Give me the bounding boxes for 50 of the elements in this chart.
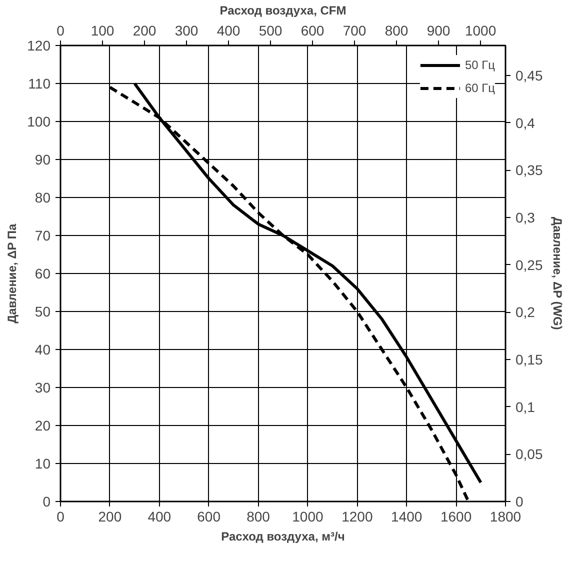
y-tick-label: 10: [34, 456, 51, 472]
y2-tick-label: 0,15: [516, 352, 543, 368]
x-axis-title: Расход воздуха, м³/ч: [221, 530, 345, 544]
x2-tick-label: 1000: [464, 22, 496, 38]
y2-tick-label: 0,35: [516, 162, 543, 178]
y-tick-label: 30: [34, 380, 51, 396]
x-tick-label: 1600: [440, 508, 472, 524]
x2-tick-label: 600: [300, 22, 324, 38]
x-tick-label: 200: [98, 508, 122, 524]
x-tick-label: 400: [148, 508, 172, 524]
y2-tick-label: 0,3: [516, 210, 536, 226]
x2-tick-label: 500: [258, 22, 282, 38]
x2-tick-label: 200: [132, 22, 156, 38]
x2-tick-label: 300: [174, 22, 198, 38]
y-tick-label: 80: [34, 190, 51, 206]
y-tick-label: 0: [42, 494, 51, 510]
y2-tick-label: 0,1: [516, 398, 536, 415]
legend-label: 50 Гц: [464, 58, 495, 72]
y2-tick-label: 0: [516, 494, 524, 510]
x2-tick-label: 900: [426, 22, 450, 38]
y2-tick-label: 0,25: [516, 256, 543, 273]
x-tick-label: 0: [56, 508, 65, 524]
y-tick-label: 120: [27, 38, 51, 54]
legend-label: 60 Гц: [464, 81, 495, 95]
y-tick-label: 20: [34, 418, 51, 434]
y-axis-title: Давление, ΔP Па: [5, 223, 20, 324]
y2-tick-label: 0,4: [516, 114, 536, 131]
x-tick-label: 1200: [342, 508, 373, 524]
x2-tick-label: 0: [56, 22, 65, 38]
y2-axis-title: Давление, ΔP (WG): [550, 216, 565, 330]
y-tick-label: 100: [27, 114, 51, 130]
y-tick-label: 50: [34, 304, 51, 320]
x2-tick-label: 800: [384, 22, 408, 38]
x2-tick-label: 700: [342, 22, 366, 38]
x-tick-label: 1000: [292, 508, 324, 524]
x-tick-label: 600: [197, 508, 221, 524]
x-tick-label: 1800: [490, 508, 522, 524]
x-tick-label: 800: [246, 508, 270, 524]
y-tick-label: 70: [34, 228, 51, 244]
x-tick-label: 1400: [391, 508, 422, 524]
x2-axis-title: Расход воздуха, CFM: [220, 4, 346, 18]
x2-tick-label: 400: [216, 22, 240, 38]
y2-tick-label: 0,45: [516, 68, 543, 84]
y-tick-label: 60: [34, 266, 51, 282]
y-tick-label: 40: [34, 342, 51, 358]
y-tick-label: 90: [34, 152, 51, 168]
y2-tick-label: 0,05: [516, 446, 543, 462]
y-tick-label: 110: [28, 76, 51, 92]
x2-tick-label: 100: [90, 22, 114, 38]
y2-tick-label: 0,2: [516, 304, 536, 320]
